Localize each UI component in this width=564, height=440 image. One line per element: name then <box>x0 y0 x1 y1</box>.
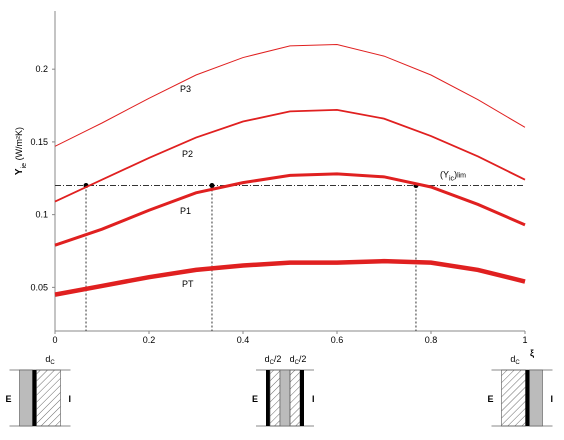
inside-label: I <box>69 394 72 404</box>
dimension-label-part: C <box>295 360 300 366</box>
wall-layer <box>279 369 291 427</box>
series-label: P2 <box>182 149 193 159</box>
wall-diagram: E IdC <box>487 354 554 427</box>
y-axis-label-part: ie <box>21 163 28 169</box>
y-axis-label-part: Y <box>14 168 25 175</box>
wall-layer <box>300 370 304 426</box>
dimension-label: dC <box>45 354 55 366</box>
dimension-label-part: /2 <box>299 354 307 364</box>
wall-diagram: E IdC/2 dC/2 <box>252 354 315 427</box>
wall-layer <box>529 369 543 427</box>
y-axis-label: Yie (W/m²K) <box>14 127 28 175</box>
dimension-label: dC <box>510 354 520 366</box>
x-tick-label: 0 <box>52 335 57 345</box>
dimension-label-part: C <box>515 360 520 366</box>
wall-layer <box>501 369 526 427</box>
x-axis-label: ξ <box>530 348 534 358</box>
y-tick-label: 0.2 <box>35 64 48 74</box>
series-line <box>54 172 526 247</box>
dimension-label-part: d <box>45 354 50 364</box>
series-label: P1 <box>180 206 191 216</box>
y-tick-label: 0.15 <box>30 137 48 147</box>
intersection-point <box>209 183 215 189</box>
y-tick-label: 0.05 <box>30 282 48 292</box>
threshold-label-part: lim <box>457 173 466 180</box>
outside-label: E <box>252 394 258 404</box>
series-label: PT <box>182 279 194 289</box>
wall-layer <box>525 370 530 426</box>
x-tick-label: 0.6 <box>331 335 344 345</box>
series-line <box>54 43 526 147</box>
dimension-label: dC/2 <box>290 354 307 366</box>
y-tick-label: 0.1 <box>35 210 48 220</box>
wall-diagram: E IdC <box>5 354 72 427</box>
series-line <box>54 258 526 297</box>
threshold-label-part: (Y <box>440 170 449 180</box>
outside-label: E <box>5 394 11 404</box>
x-tick-label: 0.2 <box>143 335 156 345</box>
x-tick-label: 0.8 <box>425 335 438 345</box>
inside-label: I <box>312 394 315 404</box>
threshold-label-part: ic <box>449 176 455 183</box>
x-tick-label: 0.4 <box>237 335 250 345</box>
series-line <box>54 109 526 203</box>
wall-layer <box>266 370 270 426</box>
x-tick-label: 1 <box>522 335 527 345</box>
series-label: P3 <box>180 84 191 94</box>
wall-layer <box>36 369 61 427</box>
wall-layer <box>289 369 301 427</box>
dimension-label: dC/2 <box>265 354 282 366</box>
wall-layer <box>19 369 33 427</box>
outside-label: E <box>487 394 493 404</box>
wall-layer <box>32 370 37 426</box>
dimension-label-part: C <box>50 360 55 366</box>
dimension-label-part: /2 <box>274 354 282 364</box>
threshold-label: (Yic)lim <box>440 170 466 183</box>
y-axis-label-part: (W/m²K) <box>14 127 24 163</box>
inside-label: I <box>551 394 554 404</box>
dimension-label-part: d <box>265 354 270 364</box>
wall-layer <box>269 369 281 427</box>
dimension-label-part: d <box>290 354 295 364</box>
dimension-label-part: C <box>270 360 275 366</box>
threshold-label-part: ) <box>454 170 457 180</box>
dimension-label-part: d <box>510 354 515 364</box>
